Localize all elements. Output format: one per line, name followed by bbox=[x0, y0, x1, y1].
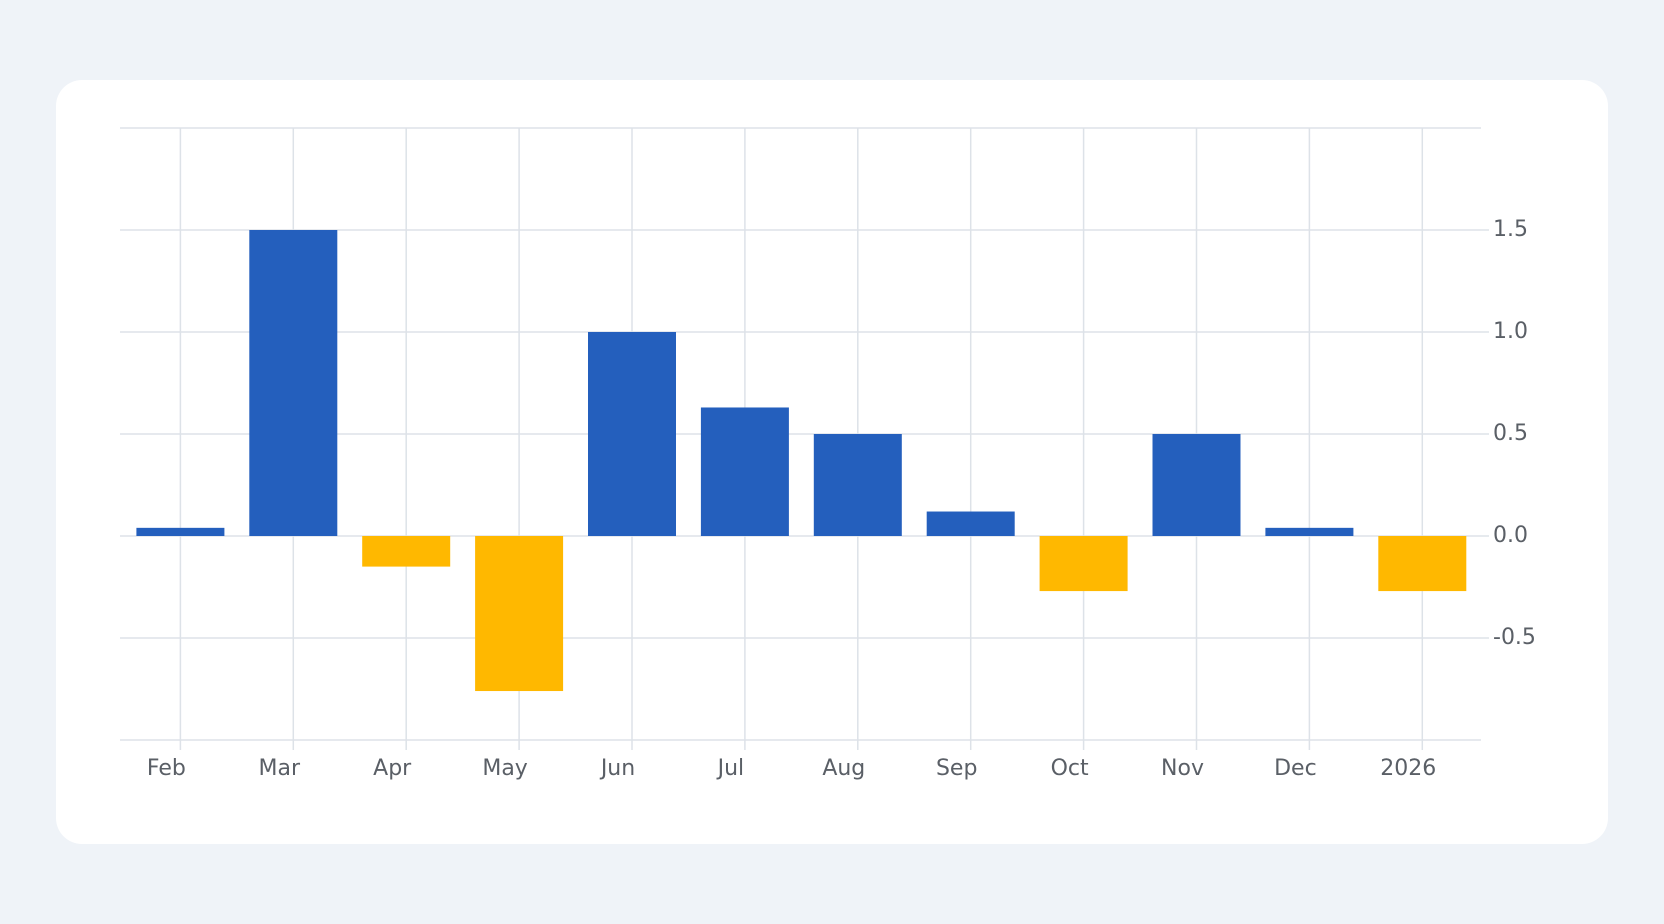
y-tick-label: 0.0 bbox=[1493, 523, 1528, 548]
y-tick-label: 0.5 bbox=[1493, 421, 1528, 446]
x-tick-label: Feb bbox=[147, 756, 186, 781]
bar bbox=[1378, 536, 1467, 592]
y-tick-label: -0.5 bbox=[1493, 625, 1536, 650]
bar bbox=[588, 332, 676, 536]
y-tick-label: 1.5 bbox=[1493, 217, 1528, 242]
x-tick-label: Mar bbox=[259, 756, 301, 781]
bar bbox=[813, 434, 902, 536]
bar bbox=[1265, 527, 1354, 536]
x-tick-label: Apr bbox=[373, 756, 412, 781]
x-tick-label: Jun bbox=[599, 756, 635, 781]
bar bbox=[136, 527, 225, 536]
bar bbox=[475, 536, 564, 692]
bar bbox=[1152, 434, 1241, 536]
bar bbox=[926, 511, 1015, 536]
x-tick-label: Jul bbox=[716, 756, 745, 781]
x-tick-label: Oct bbox=[1051, 756, 1089, 781]
bar bbox=[362, 536, 451, 567]
x-tick-label: Nov bbox=[1161, 756, 1204, 781]
y-tick-label: 1.0 bbox=[1493, 319, 1528, 344]
bar bbox=[249, 230, 338, 536]
x-tick-label: Dec bbox=[1274, 756, 1317, 781]
x-tick-label: Aug bbox=[822, 756, 865, 781]
bar bbox=[1039, 536, 1128, 592]
x-tick-label: May bbox=[482, 756, 527, 781]
x-tick-label: Sep bbox=[936, 756, 977, 781]
x-tick-label: 2026 bbox=[1380, 756, 1436, 781]
bar bbox=[700, 407, 789, 536]
